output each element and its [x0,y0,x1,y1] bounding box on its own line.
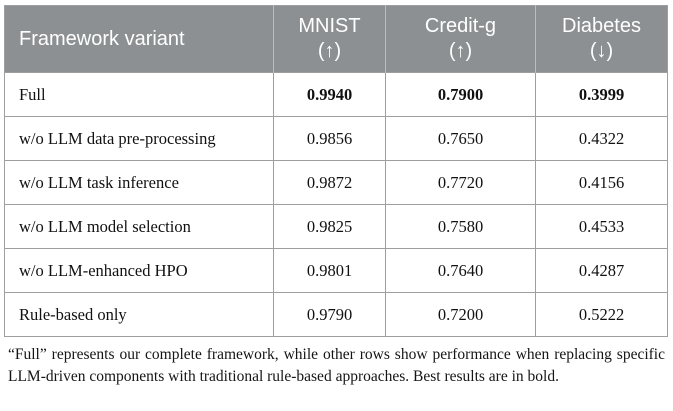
mnist-value: 0.9790 [273,292,386,337]
diabetes-value: 0.4156 [535,160,668,205]
column-header-label: Framework variant [19,27,185,50]
table-row-full: Full 0.9940 0.7900 0.3999 [4,72,668,117]
column-header-label: Credit-g [424,15,497,37]
variant-cell: Full [4,72,274,117]
diabetes-value: 0.3999 [535,72,668,117]
table-body: Full 0.9940 0.7900 0.3999 w/o LLM data p… [4,72,668,337]
mnist-value: 0.9801 [273,248,386,293]
mnist-value: 0.9825 [273,204,386,249]
variant-cell: w/o LLM task inference [4,160,274,205]
column-header-framework-variant: Framework variant [4,5,274,73]
table-row-wo-llm-model-selection: w/o LLM model selection 0.9825 0.7580 0.… [4,204,668,249]
table-row-wo-llm-data-pre-processing: w/o LLM data pre-processing 0.9856 0.765… [4,116,668,161]
down-arrow-icon: (↓) [589,40,614,62]
credit-g-value: 0.7200 [385,292,536,337]
credit-g-value: 0.7720 [385,160,536,205]
diabetes-value: 0.4533 [535,204,668,249]
variant-cell: Rule-based only [4,292,274,337]
table-caption: “Full” represents our complete framework… [8,346,665,385]
variant-cell: w/o LLM-enhanced HPO [4,248,274,293]
variant-cell: w/o LLM model selection [4,204,274,249]
mnist-value: 0.9872 [273,160,386,205]
mnist-value: 0.9940 [273,72,386,117]
mnist-value: 0.9856 [273,116,386,161]
credit-g-value: 0.7580 [385,204,536,249]
column-header-label: MNIST [298,15,361,37]
table-row-wo-llm-task-inference: w/o LLM task inference 0.9872 0.7720 0.4… [4,160,668,205]
diabetes-value: 0.5222 [535,292,668,337]
credit-g-value: 0.7900 [385,72,536,117]
credit-g-value: 0.7650 [385,116,536,161]
ablation-results-table: Framework variant MNIST (↑) Credit-g (↑)… [4,5,668,337]
diabetes-value: 0.4322 [535,116,668,161]
table-row-wo-llm-enhanced-hpo: w/o LLM-enhanced HPO 0.9801 0.7640 0.428… [4,248,668,293]
column-header-mnist: MNIST (↑) [273,5,386,73]
variant-cell: w/o LLM data pre-processing [4,116,274,161]
up-arrow-icon: (↑) [317,40,342,62]
credit-g-value: 0.7640 [385,248,536,293]
up-arrow-icon: (↑) [448,40,473,62]
table-row-rule-based-only: Rule-based only 0.9790 0.7200 0.5222 [4,292,668,337]
column-header-label: Diabetes [562,15,641,37]
column-header-diabetes: Diabetes (↓) [535,5,668,73]
table-header: Framework variant MNIST (↑) Credit-g (↑)… [4,5,668,73]
column-header-credit-g: Credit-g (↑) [385,5,536,73]
header-row: Framework variant MNIST (↑) Credit-g (↑)… [4,5,668,73]
diabetes-value: 0.4287 [535,248,668,293]
